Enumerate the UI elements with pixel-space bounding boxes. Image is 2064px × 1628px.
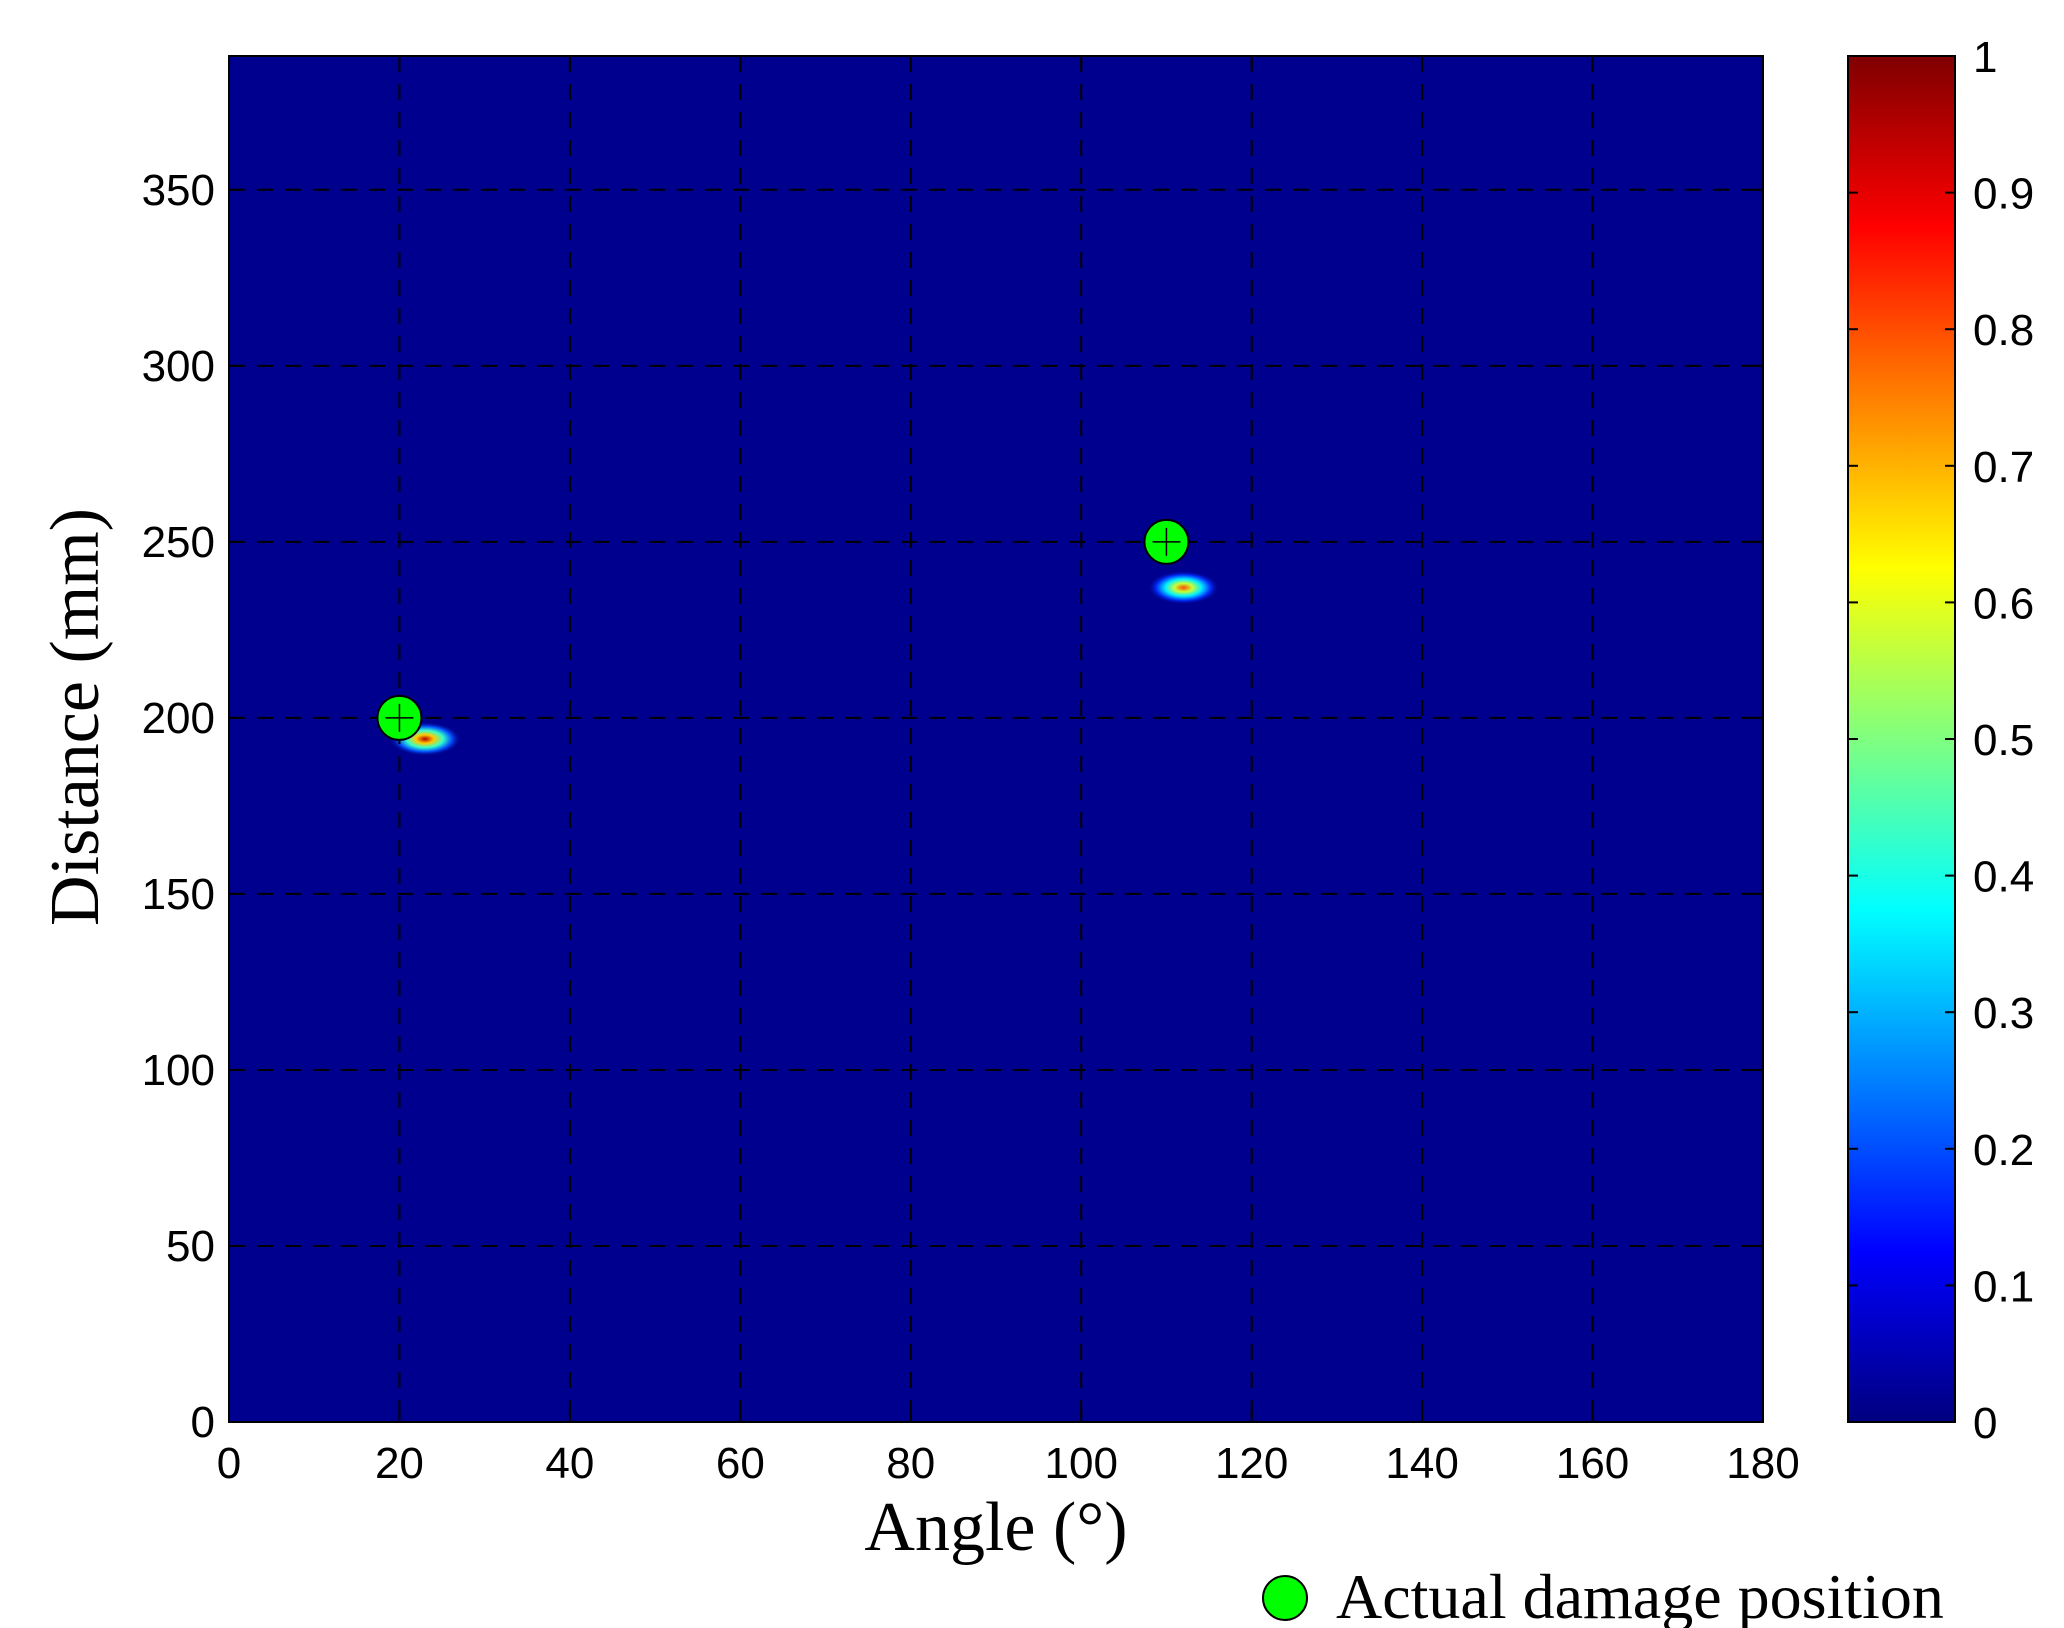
y-axis-ticks: 0 50 100 150 200 250 300 350 xyxy=(142,166,1763,1447)
x-tick-label: 100 xyxy=(1045,1439,1118,1488)
y-tick-label: 100 xyxy=(142,1046,215,1095)
legend: Actual damage position xyxy=(1262,1561,1944,1628)
colorbar-tick-label: 0.5 xyxy=(1973,716,2034,765)
legend-label: Actual damage position xyxy=(1336,1561,1944,1628)
colorbar-tick-label: 0.3 xyxy=(1973,989,2034,1038)
x-axis-label: Angle (°) xyxy=(864,1489,1127,1566)
colorbar-tick-label: 0.6 xyxy=(1973,579,2034,628)
x-tick-label: 140 xyxy=(1385,1439,1458,1488)
plot-area xyxy=(229,56,1763,1422)
x-axis-ticks: 0 20 40 60 80 100 120 140 160 180 xyxy=(217,56,1800,1488)
x-tick-label: 60 xyxy=(716,1439,765,1488)
x-tick-label: 40 xyxy=(545,1439,594,1488)
y-tick-label: 50 xyxy=(166,1222,215,1271)
colorbar-tick-label: 0.8 xyxy=(1973,306,2034,355)
colorbar-tick-label: 0 xyxy=(1973,1399,1997,1448)
y-tick-label: 0 xyxy=(191,1398,215,1447)
colorbar-tick-label: 0.9 xyxy=(1973,170,2034,219)
colorbar xyxy=(1847,55,1956,1423)
x-tick-label: 80 xyxy=(886,1439,935,1488)
y-tick-label: 250 xyxy=(142,518,215,567)
y-tick-label: 350 xyxy=(142,166,215,215)
x-tick-label: 120 xyxy=(1215,1439,1288,1488)
y-tick-label: 150 xyxy=(142,870,215,919)
y-tick-label: 300 xyxy=(142,342,215,391)
colorbar-tick-label: 0.1 xyxy=(1973,1262,2034,1311)
legend-marker-icon xyxy=(1262,1575,1308,1621)
x-tick-label: 20 xyxy=(375,1439,424,1488)
y-axis-label: Distance (mm) xyxy=(37,508,114,926)
x-tick-label: 180 xyxy=(1726,1439,1799,1488)
colorbar-tick-label: 0.4 xyxy=(1973,853,2034,902)
colorbar-ticks: 0 0.1 0.2 0.3 0.4 0.5 0.6 0.7 0.8 0.9 1 xyxy=(1848,33,2034,1448)
x-tick-label: 160 xyxy=(1556,1439,1629,1488)
x-tick-label: 0 xyxy=(217,1439,241,1488)
y-tick-label: 200 xyxy=(142,694,215,743)
hotspot xyxy=(1147,570,1220,605)
grid-lines xyxy=(229,56,1763,1422)
damage-markers xyxy=(376,518,1190,741)
colorbar-tick-label: 0.2 xyxy=(1973,1126,2034,1175)
colorbar-tick-label: 1 xyxy=(1973,33,1997,82)
colorbar-tick-label: 0.7 xyxy=(1973,443,2034,492)
plot-frame xyxy=(228,55,1764,1423)
